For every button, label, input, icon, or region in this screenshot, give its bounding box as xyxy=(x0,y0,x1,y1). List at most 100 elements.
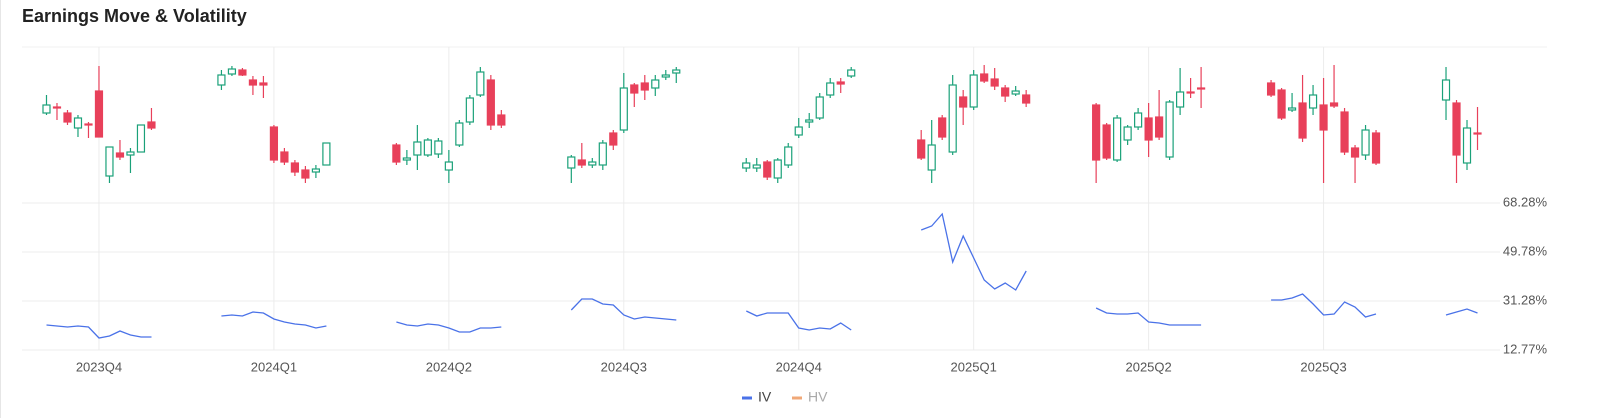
candle-body xyxy=(959,96,968,108)
candle-body xyxy=(444,161,453,171)
candle-body xyxy=(84,123,93,126)
candle-body xyxy=(465,97,474,123)
candle-body xyxy=(259,82,268,86)
candle-body xyxy=(126,151,135,156)
candle-body xyxy=(567,156,576,169)
candle-body xyxy=(486,79,495,126)
candle-body xyxy=(1329,102,1339,107)
candle-body xyxy=(476,71,485,96)
candle-body xyxy=(752,164,761,169)
candle-body xyxy=(1113,117,1122,161)
x-tick-label: 2025Q1 xyxy=(951,359,997,374)
candle-body xyxy=(248,79,258,86)
candle-body xyxy=(311,168,321,173)
y-tick-label: 49.78% xyxy=(1503,243,1548,258)
candle-body xyxy=(927,144,936,171)
candle-body xyxy=(1092,104,1101,161)
candle-body xyxy=(1011,90,1020,95)
candle-body xyxy=(651,79,660,89)
chart-title: Earnings Move & Volatility xyxy=(22,6,247,26)
candle-body xyxy=(238,69,247,76)
candle-body xyxy=(609,132,618,146)
candle-body xyxy=(640,82,649,91)
candle-body xyxy=(73,117,83,129)
candle-body xyxy=(847,69,856,77)
candle-body xyxy=(794,126,803,136)
x-tick-label: 2024Q3 xyxy=(601,359,647,374)
y-tick-label: 12.77% xyxy=(1503,341,1548,356)
candle-body xyxy=(280,151,289,163)
x-tick-label: 2024Q1 xyxy=(251,359,297,374)
candle-body xyxy=(661,74,670,78)
iv-line xyxy=(1445,308,1478,316)
y-tick-label: 31.28% xyxy=(1503,292,1548,307)
x-tick-label: 2025Q3 xyxy=(1300,359,1346,374)
candle-body xyxy=(672,69,681,74)
candle-body xyxy=(392,144,401,163)
candle-body xyxy=(115,152,125,158)
candle-body xyxy=(1196,87,1206,90)
candle-body xyxy=(497,114,506,126)
legend-label[interactable]: HV xyxy=(808,389,828,405)
candle-body xyxy=(980,73,989,82)
candle-body xyxy=(1176,91,1185,108)
candle-body xyxy=(577,159,586,166)
candle-body xyxy=(805,119,814,123)
candle-body xyxy=(836,81,845,85)
candle-body xyxy=(1277,89,1286,119)
candle-body xyxy=(1134,112,1143,128)
y-tick-label: 68.28% xyxy=(1503,194,1548,209)
candle-body xyxy=(147,121,156,129)
candle-body xyxy=(94,90,104,138)
candle-body xyxy=(1266,82,1276,96)
candle-body xyxy=(63,112,72,123)
candle-body xyxy=(1287,107,1297,111)
candle-body xyxy=(455,122,464,146)
iv-line xyxy=(396,321,502,333)
x-tick-label: 2024Q2 xyxy=(426,359,472,374)
candle-body xyxy=(413,141,422,156)
candle-body xyxy=(1308,94,1318,109)
x-tick-label: 2024Q4 xyxy=(776,359,822,374)
candle-body xyxy=(630,84,639,94)
candle-body xyxy=(990,78,999,87)
x-tick-label: 2023Q4 xyxy=(76,359,122,374)
candle-body xyxy=(938,117,947,138)
candle-body xyxy=(742,162,751,169)
iv-line xyxy=(746,310,852,331)
candle-body xyxy=(1462,127,1472,164)
candle-body xyxy=(1022,94,1031,104)
candle-body xyxy=(1340,111,1349,153)
candle-body xyxy=(1441,79,1451,101)
candle-body xyxy=(1144,117,1153,141)
candle-body xyxy=(948,84,957,153)
candle-body xyxy=(42,104,51,114)
iv-line xyxy=(221,311,327,329)
candle-body xyxy=(1319,104,1328,131)
candle-body xyxy=(227,68,237,75)
candle-body xyxy=(917,139,926,159)
candle-body xyxy=(1123,126,1132,141)
candle-body xyxy=(619,87,628,131)
candle-body xyxy=(784,146,793,166)
iv-line xyxy=(46,324,152,339)
candle-body xyxy=(1371,132,1381,164)
candle-body xyxy=(136,124,146,153)
candle-body xyxy=(1350,147,1360,158)
iv-line xyxy=(1271,293,1377,318)
candle-body xyxy=(1186,91,1195,94)
candle-body xyxy=(1473,132,1482,135)
candle-body xyxy=(434,140,443,155)
x-tick-label: 2025Q2 xyxy=(1125,359,1171,374)
candle-body xyxy=(1155,116,1164,138)
legend-label[interactable]: IV xyxy=(758,389,772,405)
candle-body xyxy=(301,169,310,179)
candle-body xyxy=(290,162,300,173)
candle-body xyxy=(217,74,226,86)
iv-line xyxy=(570,298,677,321)
candle-body xyxy=(1298,102,1307,139)
candle-body xyxy=(105,146,114,177)
candle-body xyxy=(1001,87,1010,97)
